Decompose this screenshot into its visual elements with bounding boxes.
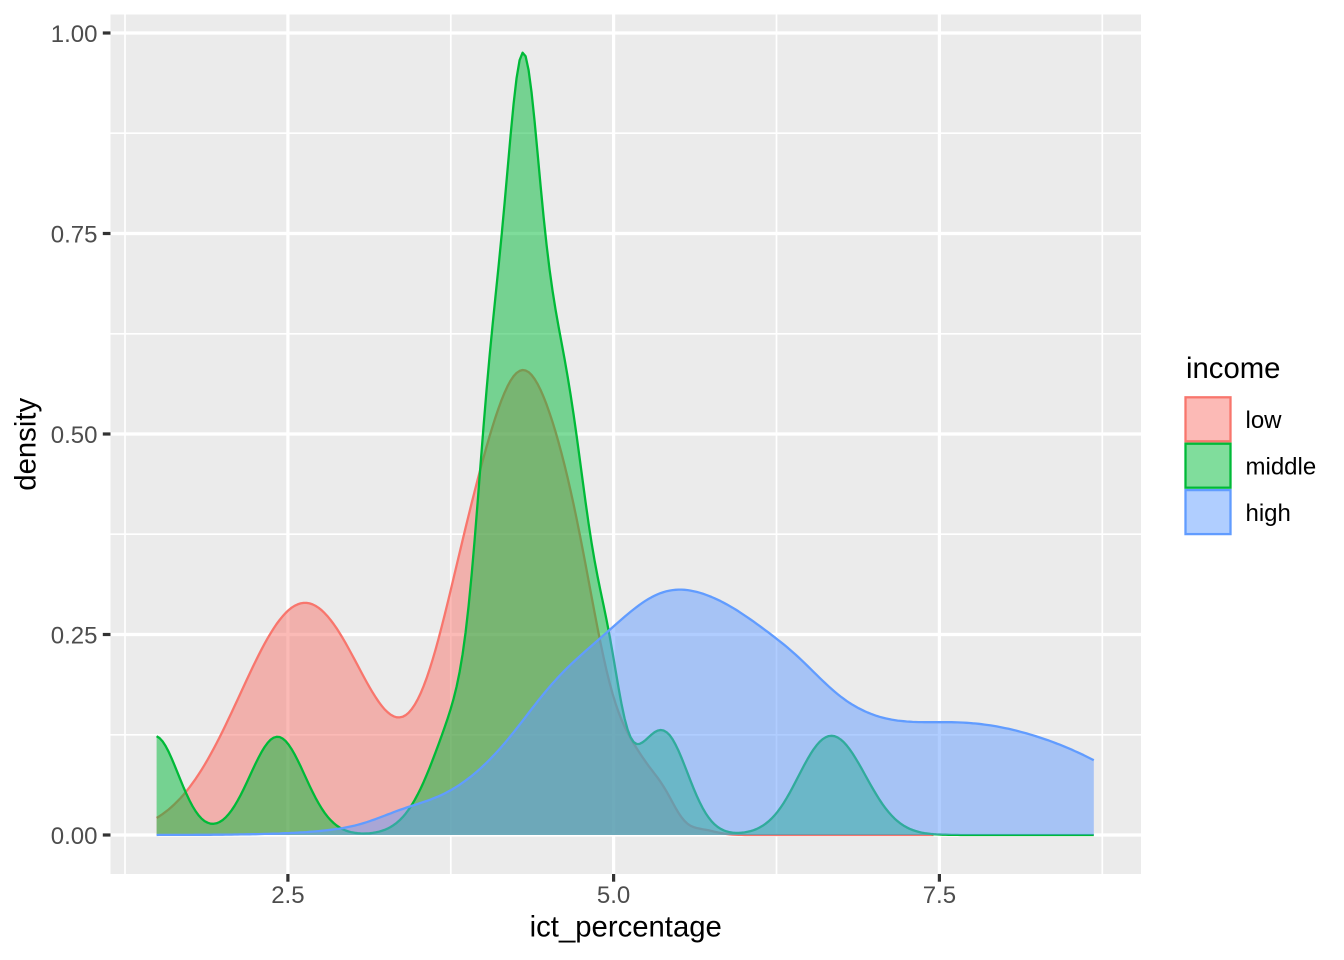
svg-text:density: density (10, 398, 43, 491)
svg-text:middle: middle (1246, 453, 1317, 480)
svg-text:1.00: 1.00 (51, 21, 98, 48)
svg-text:income: income (1186, 352, 1280, 385)
svg-text:0.25: 0.25 (51, 623, 98, 650)
svg-text:high: high (1246, 500, 1291, 527)
svg-text:0.00: 0.00 (51, 823, 98, 850)
svg-text:ict_percentage: ict_percentage (530, 911, 722, 944)
svg-text:0.75: 0.75 (51, 222, 98, 249)
svg-text:2.5: 2.5 (271, 882, 304, 909)
svg-text:7.5: 7.5 (923, 882, 956, 909)
svg-text:low: low (1246, 407, 1283, 434)
svg-text:0.50: 0.50 (51, 422, 98, 449)
svg-text:5.0: 5.0 (597, 882, 630, 909)
